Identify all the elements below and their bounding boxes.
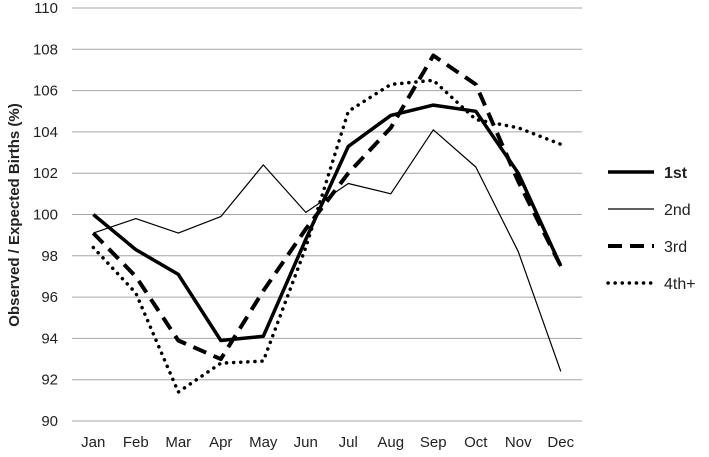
- y-tick-label: 94: [41, 330, 58, 347]
- x-tick-label: Jan: [81, 434, 105, 451]
- series-line-2: [93, 129, 562, 372]
- x-tick-label: Jul: [339, 434, 358, 451]
- x-tick-label: Feb: [123, 434, 149, 451]
- series-line-4: [91, 78, 563, 394]
- y-tick-label: 92: [41, 372, 58, 389]
- legend-label: 2nd: [664, 202, 691, 219]
- legend-label: 1st: [664, 165, 688, 182]
- y-tick-label: 110: [34, 0, 58, 17]
- y-axis-label: Observed / Expected Births (%): [6, 103, 23, 326]
- y-tick-label: 90: [41, 413, 58, 430]
- x-tick-label: Sep: [420, 434, 447, 451]
- x-tick-label: Jun: [294, 434, 318, 451]
- legend-label: 4th+: [664, 276, 696, 293]
- series-line-1: [92, 103, 563, 343]
- y-tick-label: 104: [33, 124, 58, 141]
- y-tick-label: 100: [33, 207, 58, 224]
- y-tick-label: 106: [33, 83, 58, 100]
- gridlines: [72, 7, 582, 422]
- x-tick-label: Dec: [547, 434, 574, 451]
- x-tick-label: May: [249, 434, 278, 451]
- series-line-3: [91, 53, 563, 362]
- x-tick-label: Oct: [464, 434, 488, 451]
- y-axis-ticks: 90 92 94 96 98 100 102 104 106 108 110: [33, 0, 58, 430]
- y-tick-label: 98: [41, 248, 58, 265]
- legend: 1st 2nd 3rd 4th+: [606, 165, 696, 293]
- series-lines: [91, 53, 563, 394]
- y-tick-label: 108: [33, 41, 58, 58]
- x-tick-label: Apr: [209, 434, 232, 451]
- x-tick-label: Nov: [505, 434, 532, 451]
- y-tick-label: 96: [41, 289, 58, 306]
- y-tick-label: 102: [33, 165, 58, 182]
- x-tick-label: Mar: [165, 434, 191, 451]
- x-axis-ticks: Jan Feb Mar Apr May Jun Jul Aug Sep Oct Nov Dec: [81, 434, 574, 451]
- legend-label: 3rd: [664, 239, 687, 256]
- x-tick-label: Aug: [377, 434, 404, 451]
